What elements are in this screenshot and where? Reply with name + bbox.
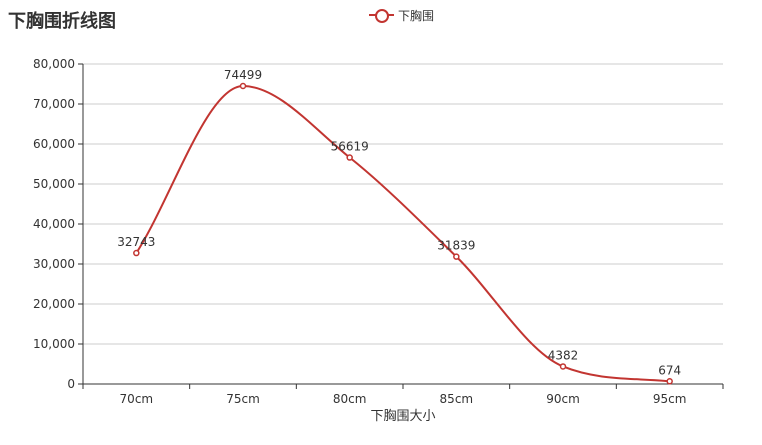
- y-tick-label: 10,000: [33, 337, 75, 351]
- y-tick-label: 80,000: [33, 57, 75, 71]
- data-point[interactable]: [666, 378, 673, 385]
- x-tick-label: 95cm: [653, 392, 687, 406]
- data-label: 4382: [548, 348, 579, 362]
- data-point[interactable]: [346, 154, 353, 161]
- series-layer: [133, 82, 673, 385]
- x-tick-label: 70cm: [120, 392, 154, 406]
- data-point[interactable]: [239, 82, 247, 90]
- data-label: 56619: [331, 140, 369, 154]
- data-label: 31839: [437, 239, 475, 253]
- data-label: 674: [658, 363, 681, 377]
- x-tick-label: 90cm: [546, 392, 580, 406]
- y-tick-label: 20,000: [33, 297, 75, 311]
- grid-lines: [83, 63, 723, 345]
- data-point[interactable]: [559, 363, 567, 370]
- data-label: 32743: [117, 235, 155, 249]
- y-tick-label: 60,000: [33, 137, 75, 151]
- x-tick-label: 80cm: [333, 392, 367, 406]
- legend-item-series[interactable]: 下胸围: [369, 7, 434, 23]
- legend-line-circle-icon: [369, 8, 394, 23]
- data-point[interactable]: [453, 253, 460, 260]
- y-tick-label: 0: [67, 377, 75, 391]
- chart-title: 下胸围折线图: [8, 11, 116, 32]
- x-tick-label: 85cm: [440, 392, 474, 406]
- axes: 0 10,000 20,000 30,000 40,000 50,000 60,000 70,…: [33, 57, 724, 406]
- data-label: 74499: [224, 68, 262, 82]
- y-tick-label: 40,000: [33, 217, 75, 231]
- y-tick-label: 30,000: [33, 257, 75, 271]
- data-point[interactable]: [133, 249, 140, 257]
- y-tick-label: 70,000: [33, 97, 75, 111]
- x-tick-label: 75cm: [226, 392, 260, 406]
- data-labels: 32743 74499 56619 31839 4382 674: [117, 68, 681, 377]
- series-line: [135, 85, 670, 383]
- x-axis-title: 下胸围大小: [370, 409, 435, 424]
- y-tick-label: 50,000: [33, 177, 75, 191]
- legend-label: 下胸围: [398, 8, 435, 23]
